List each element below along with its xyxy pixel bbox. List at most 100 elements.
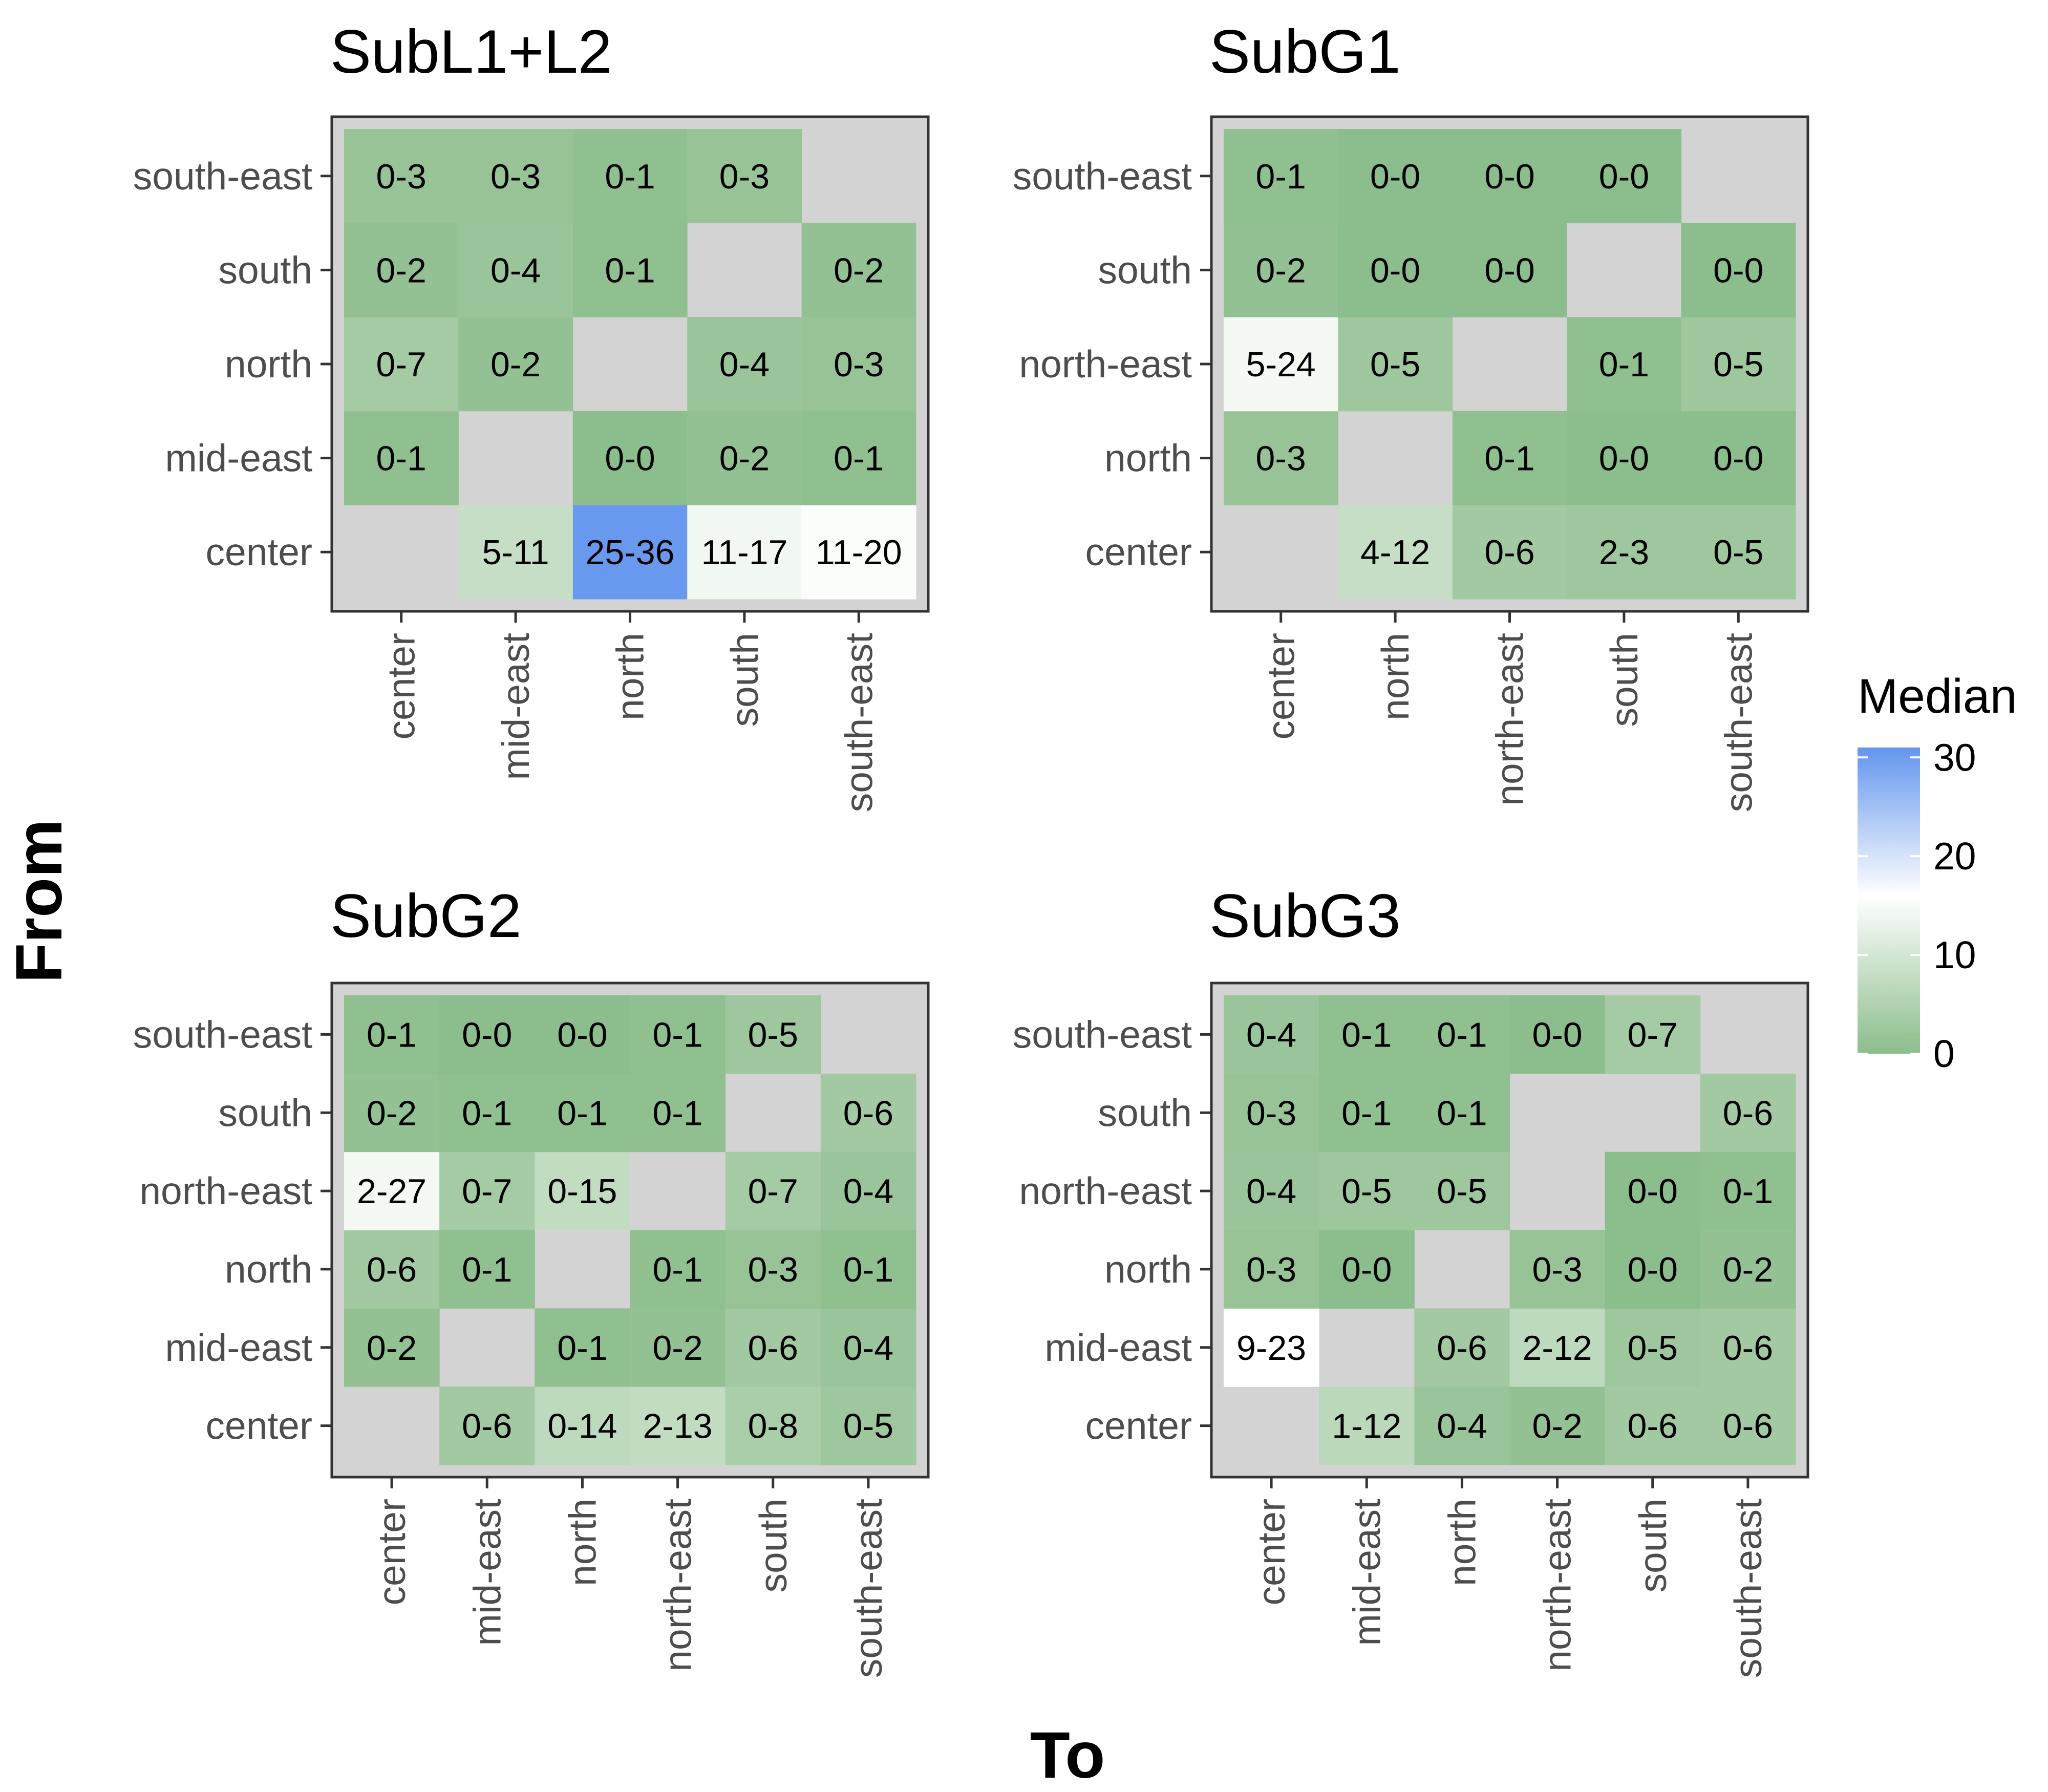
heatmap-cell [1319, 1386, 1415, 1465]
cell-label: 0-6 [748, 1329, 798, 1368]
x-tick-label: mid-east [465, 1499, 508, 1646]
cell-label: 0-2 [376, 251, 426, 290]
cell-label: 0-2 [490, 345, 541, 384]
heatmap-cell [535, 1308, 630, 1387]
cell-label: 0-1 [605, 157, 655, 196]
x-tick-label: north-east [1488, 633, 1531, 806]
heatmap-cell [1452, 223, 1567, 317]
heatmap-cell [630, 1386, 726, 1465]
cell-label: 0-1 [1484, 439, 1534, 478]
cell-label: 0-3 [1246, 1094, 1296, 1133]
heatmap-cell [1224, 317, 1338, 412]
cell-label: 0-4 [719, 345, 770, 384]
panel-title: SubL1+L2 [330, 17, 612, 86]
y-tick-label: north [1104, 437, 1192, 480]
cell-label: 0-1 [367, 1015, 417, 1054]
heatmap-cell [687, 317, 802, 412]
heatmap-cell [1224, 1073, 1319, 1153]
cell-label: 0-2 [719, 439, 770, 478]
heatmap-cell [1700, 1073, 1796, 1153]
heatmap-cell [572, 223, 688, 317]
heatmap-cell [1414, 995, 1510, 1074]
heatmap-cell [1700, 1230, 1796, 1309]
heatmap-cell [344, 1073, 440, 1153]
y-tick-label: south-east [1013, 1013, 1192, 1056]
cell-label: 0-3 [719, 157, 770, 196]
x-tick-label: mid-east [494, 633, 537, 780]
cell-label: 0-5 [1341, 1172, 1392, 1211]
legend-tick-label: 20 [1933, 835, 1976, 878]
heatmap-cell [1700, 1151, 1796, 1230]
cell-label: 0-1 [1437, 1015, 1487, 1054]
cell-label: 0-6 [1723, 1329, 1773, 1368]
cell-label: 0-2 [652, 1329, 702, 1368]
panel-title: SubG2 [330, 882, 522, 950]
heatmap-cell [1605, 1151, 1701, 1230]
cell-label: 0-0 [1628, 1250, 1678, 1289]
x-tick-label: north [609, 633, 652, 720]
heatmap-cell [535, 1151, 630, 1230]
cell-label: 0-1 [652, 1094, 702, 1133]
cell-label: 0-15 [547, 1172, 617, 1211]
cell-label: 0-3 [1246, 1250, 1296, 1289]
cell-label: 0-0 [462, 1015, 512, 1054]
heatmap-cell [1509, 1308, 1606, 1387]
heatmap-cell [1319, 1151, 1415, 1230]
x-tick-label: center [370, 1499, 413, 1605]
legend: Median 0 10 20 30 [1858, 669, 2017, 1075]
y-tick-label: south-east [1013, 155, 1192, 198]
heatmap-cell [1224, 129, 1338, 224]
heatmap-cell [1681, 317, 1796, 412]
heatmap-cell [344, 1151, 440, 1230]
y-tick-label: mid-east [1044, 1326, 1192, 1369]
x-tick-label: south-east [837, 633, 880, 812]
cell-label: 0-7 [1628, 1015, 1678, 1054]
heatmap-cell [1414, 1386, 1510, 1465]
heatmap-cell [458, 505, 573, 600]
cell-label: 4-12 [1360, 533, 1430, 572]
panel-border [1210, 982, 1809, 1479]
cell-label: 11-20 [816, 533, 902, 572]
heatmap-cell [439, 995, 535, 1074]
y-tick-label: south-east [133, 155, 312, 198]
cell-label: 5-24 [1246, 345, 1316, 384]
heatmap-cell [630, 1073, 726, 1153]
cell-label: 0-7 [376, 345, 426, 384]
y-tick-label: center [1085, 1404, 1192, 1447]
y-tick-label: south [1098, 248, 1192, 291]
heatmap-cell [344, 1308, 440, 1387]
cell-label: 0-3 [1256, 439, 1306, 478]
cell-label: 0-3 [834, 345, 884, 384]
heatmap-cell [344, 1230, 440, 1309]
heatmap-cell [1319, 1230, 1415, 1309]
heatmap-cell [1567, 317, 1682, 412]
cell-label: 0-2 [367, 1329, 417, 1368]
heatmap-cell [1681, 411, 1796, 505]
heatmap-cell [1319, 1073, 1415, 1153]
heatmap-cell [820, 1151, 916, 1230]
y-axis-title: From [3, 819, 76, 983]
heatmap-cell [535, 995, 630, 1074]
heatmap-cell [630, 995, 726, 1074]
heatmap-cell [439, 1386, 535, 1465]
y-tick-label: center [1085, 530, 1192, 573]
heatmap-panels: SubL1+L2 5-11 25-36 11-17 11-20 0-1 0-0 0-2 0-1 0… [133, 17, 1809, 1678]
cell-label: 0-4 [1246, 1172, 1296, 1211]
heatmap-cell [801, 223, 916, 317]
heatmap-cell [1224, 1308, 1319, 1387]
x-tick-label: south-east [1726, 1499, 1769, 1678]
heatmap-cell [1452, 129, 1567, 224]
heatmap-cell [1605, 1386, 1701, 1465]
cell-label: 0-1 [462, 1094, 512, 1133]
heatmap-panel: SubG3 1-12 0-4 0-2 0-6 0-6 9-23 0-6 2-12 0-5 0-6 0-… [1013, 882, 1809, 1678]
heatmap-cell [1224, 223, 1338, 317]
cell-label: 0-0 [1532, 1015, 1582, 1054]
heatmap-cell [458, 317, 573, 412]
heatmap-cell [630, 1308, 726, 1387]
y-tick-label: north [1104, 1248, 1192, 1291]
heatmap-cell [344, 317, 459, 412]
cell-label: 0-2 [367, 1094, 417, 1133]
y-tick-label: mid-east [165, 437, 312, 480]
heatmap-cell [1414, 1151, 1510, 1230]
heatmap-cell [1700, 1386, 1796, 1465]
